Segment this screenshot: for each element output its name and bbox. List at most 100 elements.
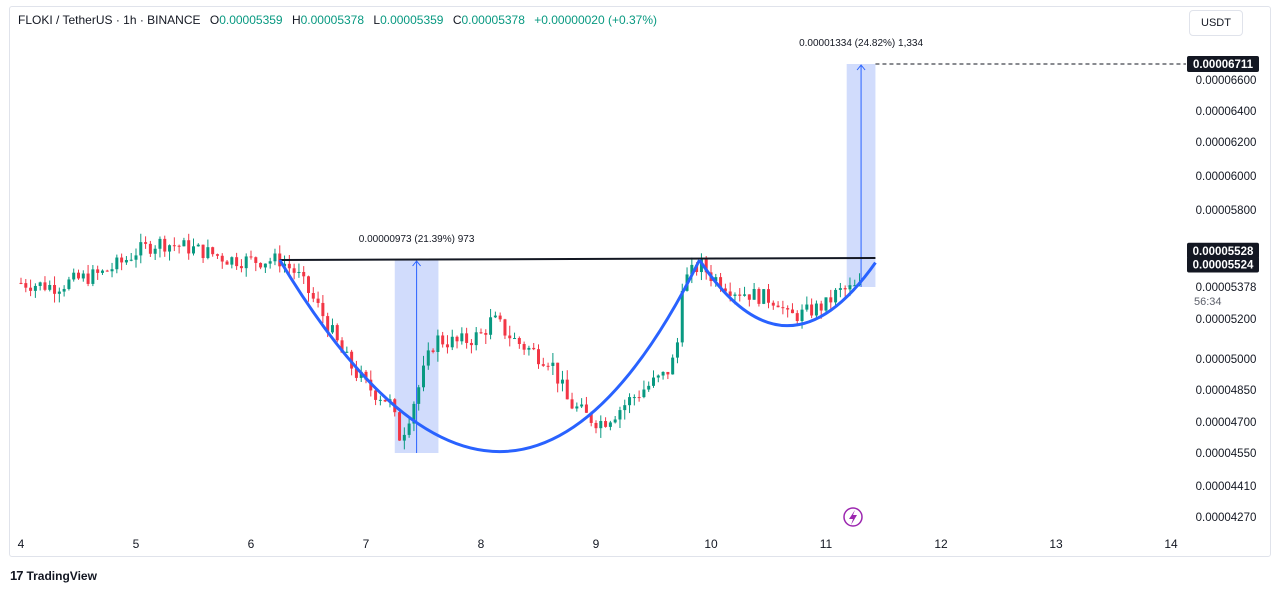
candle-body	[57, 291, 61, 294]
candle-body	[733, 294, 737, 296]
candle-body	[48, 285, 52, 290]
close-label: C	[452, 13, 462, 27]
candle-body	[584, 404, 588, 413]
candle-body	[580, 404, 584, 407]
candle-body	[560, 379, 564, 384]
lightning-icon[interactable]	[843, 507, 863, 527]
candle-body	[273, 253, 277, 262]
candle-body	[522, 344, 526, 350]
candle-body	[374, 390, 378, 400]
candle-body	[465, 333, 469, 343]
candle-body	[441, 335, 445, 345]
candle-body	[105, 270, 109, 272]
y-tick-label: 0.00006400	[1196, 106, 1257, 118]
candle-body	[599, 421, 603, 429]
candle-body	[91, 269, 95, 284]
x-tick-label: 4	[18, 537, 25, 551]
candle-body	[699, 259, 703, 273]
candle-body	[110, 269, 114, 272]
candle-body	[541, 364, 545, 366]
candle-body	[656, 375, 660, 378]
candle-body	[134, 255, 138, 260]
candle-body	[259, 262, 263, 268]
symbol-header: FLOKI / TetherUS · 1h · BINANCE O0.00005…	[18, 13, 657, 27]
candle-body	[628, 397, 632, 406]
candle-body	[244, 256, 248, 269]
candle-body	[316, 298, 320, 303]
candle-body	[661, 371, 665, 376]
candle-body	[460, 333, 464, 342]
candle-body	[163, 238, 167, 252]
candle-body	[618, 410, 622, 420]
candle-body	[743, 294, 747, 296]
close-value: 0.00005378	[461, 13, 525, 27]
candle-body	[814, 303, 818, 316]
candle-body	[604, 421, 608, 427]
candle-body	[398, 412, 402, 441]
last-price-label: 0.00005378	[1196, 282, 1257, 294]
candle-body	[781, 307, 785, 309]
candle-body	[723, 288, 727, 292]
candle-body	[287, 263, 291, 269]
candle-body	[704, 259, 708, 273]
high-value: 0.00005378	[300, 13, 365, 27]
candle-body	[474, 332, 478, 346]
candle-body	[589, 412, 593, 423]
y-tick-label: 0.00004270	[1196, 512, 1257, 524]
candle-body	[38, 282, 42, 286]
candle-body	[158, 238, 162, 249]
y-tick-label: 0.00004550	[1196, 448, 1257, 460]
candle-body	[747, 294, 751, 300]
candle-body	[637, 397, 641, 399]
change-value: +0.00000020 (+0.37%)	[534, 13, 657, 27]
candle-body	[594, 422, 598, 429]
x-tick-label: 11	[820, 537, 833, 551]
candle-body	[422, 365, 425, 388]
candle-body	[532, 347, 536, 350]
branding-text: TradingView	[26, 568, 97, 583]
countdown-label: 56:34	[1194, 296, 1222, 308]
currency-button[interactable]: USDT	[1189, 10, 1243, 36]
tradingview-branding[interactable]: 17 TradingView	[10, 568, 97, 583]
candle-body	[268, 261, 272, 264]
candle-body	[517, 338, 521, 345]
candle-body	[254, 257, 258, 263]
candle-body	[43, 282, 47, 290]
candle-body	[81, 273, 85, 279]
candle-body	[623, 405, 627, 411]
candle-body	[575, 406, 579, 409]
symbol-title[interactable]: FLOKI / TetherUS · 1h · BINANCE	[18, 13, 201, 27]
candle-body	[297, 271, 301, 273]
candle-body	[795, 313, 799, 321]
candle-body	[479, 332, 483, 334]
candle-body	[666, 371, 670, 375]
y-tick-label: 0.00004850	[1196, 385, 1257, 397]
candle-body	[412, 403, 416, 424]
candle-body	[445, 344, 449, 348]
tradingview-logo-icon: 17	[10, 568, 24, 583]
candle-body	[407, 423, 411, 435]
candle-body	[752, 288, 756, 300]
y-tick-label: 0.00005800	[1196, 205, 1257, 217]
candle-body	[738, 294, 742, 296]
candle-body	[647, 385, 651, 390]
candle-body	[215, 254, 219, 256]
candle-body	[172, 245, 176, 247]
low-label: L	[373, 13, 381, 27]
candle-body	[455, 336, 459, 342]
x-tick-label: 6	[248, 537, 255, 551]
neckline-price-label-bg	[1187, 242, 1259, 259]
candle-body	[503, 319, 507, 336]
candle-body	[824, 297, 828, 311]
candle-body	[230, 257, 234, 265]
y-tick-label: 0.00006000	[1196, 171, 1257, 183]
candle-body	[675, 342, 679, 358]
candle-body	[498, 315, 502, 320]
candle-body	[810, 304, 814, 316]
neckline	[279, 257, 876, 261]
candle-body	[493, 315, 497, 318]
candle-body	[613, 419, 617, 423]
candle-body	[77, 272, 80, 279]
candle-body	[335, 325, 339, 341]
